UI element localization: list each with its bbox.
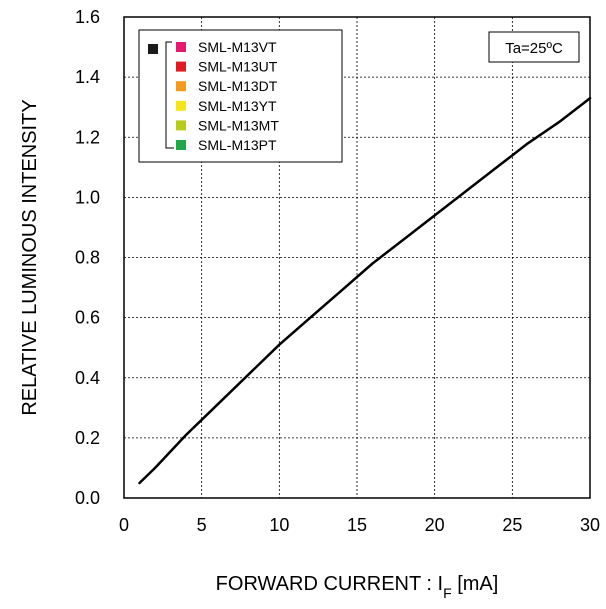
y-tick-label: 1.2 xyxy=(75,127,100,147)
x-tick-label: 10 xyxy=(269,515,289,535)
legend-swatch xyxy=(176,101,186,111)
x-tick-label: 25 xyxy=(502,515,522,535)
y-tick-label: 0.2 xyxy=(75,428,100,448)
legend-swatch xyxy=(176,62,186,72)
legend-swatch xyxy=(176,140,186,150)
x-axis-title-unit: [mA] xyxy=(452,573,499,595)
condition-label: Ta=25ºC xyxy=(505,40,563,57)
y-tick-label: 1.4 xyxy=(75,67,100,87)
legend-label: SML-M13MT xyxy=(198,117,279,133)
legend-label: SML-M13DT xyxy=(198,78,278,94)
legend-black-swatch xyxy=(148,44,158,54)
x-tick-label: 30 xyxy=(580,515,600,535)
legend-label: SML-M13YT xyxy=(198,98,277,114)
legend-swatch xyxy=(176,81,186,91)
x-tick-label: 0 xyxy=(119,515,129,535)
x-axis-title-main: FORWARD CURRENT : I xyxy=(216,573,443,595)
y-tick-label: 0.0 xyxy=(75,488,100,508)
legend: SML-M13VT SML-M13UT SML-M13DT SML-M13YT SML-… xyxy=(139,30,342,162)
x-tick-label: 20 xyxy=(425,515,445,535)
legend-label: SML-M13VT xyxy=(198,39,277,55)
x-tick-label: 15 xyxy=(347,515,367,535)
x-axis-title: FORWARD CURRENT : IF [mA] xyxy=(216,573,499,601)
legend-swatch xyxy=(176,42,186,52)
y-axis-title: RELATIVE LUMINOUS INTENSITY xyxy=(19,99,41,415)
y-tick-label: 1.0 xyxy=(75,187,100,207)
y-tick-label: 0.8 xyxy=(75,248,100,268)
legend-label: SML-M13PT xyxy=(198,137,277,153)
condition-box: Ta=25ºC xyxy=(489,32,579,62)
y-tick-label: 1.6 xyxy=(75,7,100,27)
x-tick-label: 5 xyxy=(197,515,207,535)
y-tick-label: 0.4 xyxy=(75,368,100,388)
legend-swatch xyxy=(176,120,186,130)
y-tick-label: 0.6 xyxy=(75,308,100,328)
x-axis-title-subscript: F xyxy=(443,585,452,601)
legend-label: SML-M13UT xyxy=(198,59,278,75)
